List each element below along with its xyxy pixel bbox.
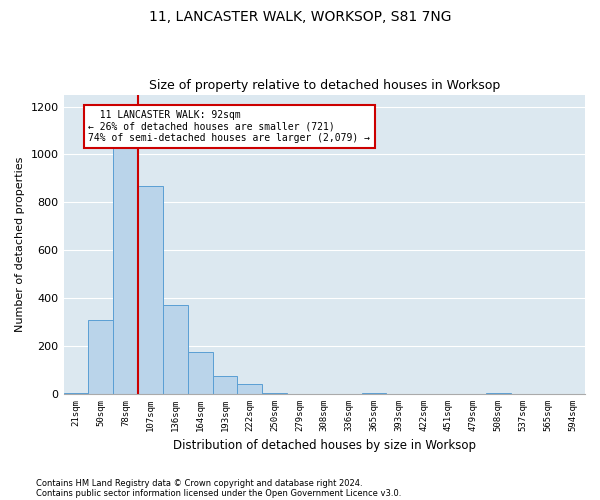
- Bar: [188, 352, 212, 394]
- Bar: [64, 393, 88, 394]
- Text: 11 LANCASTER WALK: 92sqm
← 26% of detached houses are smaller (721)
74% of semi-: 11 LANCASTER WALK: 92sqm ← 26% of detach…: [88, 110, 370, 144]
- Text: Contains public sector information licensed under the Open Government Licence v3: Contains public sector information licen…: [36, 488, 401, 498]
- X-axis label: Distribution of detached houses by size in Worksop: Distribution of detached houses by size …: [173, 440, 476, 452]
- Text: Contains HM Land Registry data © Crown copyright and database right 2024.: Contains HM Land Registry data © Crown c…: [36, 478, 362, 488]
- Bar: [262, 393, 287, 394]
- Title: Size of property relative to detached houses in Worksop: Size of property relative to detached ho…: [149, 79, 500, 92]
- Bar: [485, 393, 511, 394]
- Text: 11, LANCASTER WALK, WORKSOP, S81 7NG: 11, LANCASTER WALK, WORKSOP, S81 7NG: [149, 10, 451, 24]
- Bar: [113, 114, 138, 394]
- Y-axis label: Number of detached properties: Number of detached properties: [15, 156, 25, 332]
- Bar: [362, 393, 386, 394]
- Bar: [163, 306, 188, 394]
- Bar: [88, 320, 113, 394]
- Bar: [138, 186, 163, 394]
- Bar: [212, 376, 238, 394]
- Bar: [238, 384, 262, 394]
